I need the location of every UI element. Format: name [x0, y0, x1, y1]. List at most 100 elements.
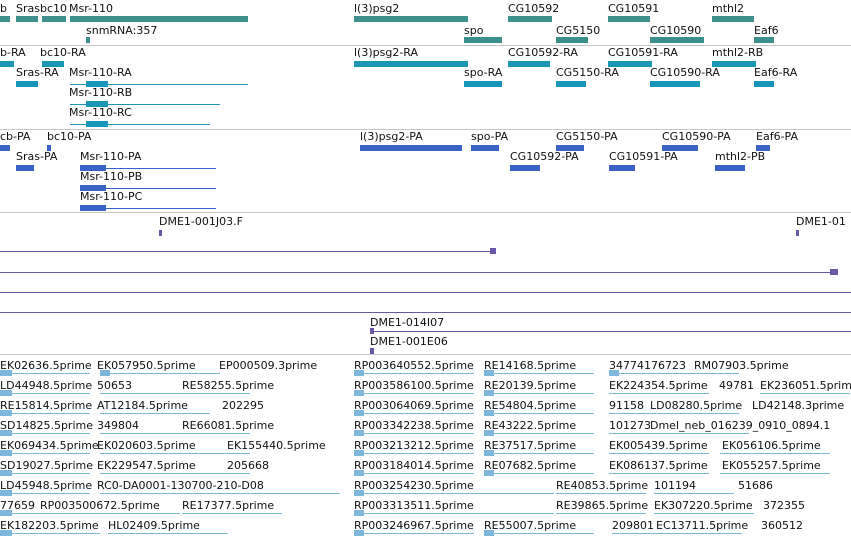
- transcript-feature-lpsg2-ra[interactable]: [354, 61, 468, 67]
- est-span-line[interactable]: [40, 513, 180, 514]
- est-label[interactable]: RE66081.5prime: [182, 419, 275, 432]
- est-label[interactable]: 91158: [609, 399, 644, 412]
- transcript-feature-bc10-ra[interactable]: [42, 61, 64, 67]
- est-span-line[interactable]: [484, 413, 594, 414]
- est-label[interactable]: RE17377.5prime: [182, 499, 275, 512]
- clone-end-marker[interactable]: [490, 248, 496, 254]
- est-span-line[interactable]: [100, 433, 250, 434]
- est-span-line[interactable]: [108, 533, 228, 534]
- est-span-line[interactable]: [354, 453, 474, 454]
- protein-intron-msr-110-pc[interactable]: [80, 208, 216, 209]
- est-label[interactable]: LD45948.5prime: [0, 479, 93, 492]
- est-exon[interactable]: [0, 530, 12, 536]
- clone-end-marker[interactable]: [370, 348, 374, 354]
- est-label[interactable]: 77659: [0, 499, 35, 512]
- est-exon[interactable]: [0, 370, 12, 376]
- transcript-label-msr-110-ra[interactable]: Msr-110-RA: [69, 66, 132, 79]
- est-exon[interactable]: [0, 490, 12, 496]
- transcript-feature-cg10591-ra[interactable]: [608, 61, 652, 67]
- est-label[interactable]: 360512: [761, 519, 803, 532]
- est-label[interactable]: RC0-DA0001-130700-210-D08: [97, 479, 264, 492]
- protein-label-msr-110-pb[interactable]: Msr-110-PB: [80, 170, 143, 183]
- est-label[interactable]: RP003254230.5prime: [354, 479, 474, 492]
- est-span-line[interactable]: [612, 533, 742, 534]
- transcript-label-cg10590-ra[interactable]: CG10590-RA: [650, 66, 720, 79]
- est-span-line[interactable]: [484, 453, 594, 454]
- protein-feature-bc10-pa[interactable]: [47, 145, 51, 151]
- est-label[interactable]: LD42148.3prime: [752, 399, 845, 412]
- est-span-line[interactable]: [609, 473, 709, 474]
- protein-feature-cg5150-pa[interactable]: [556, 145, 584, 151]
- gene-feature-msr-110[interactable]: [70, 16, 248, 22]
- est-exon[interactable]: [354, 450, 364, 456]
- est-label[interactable]: RE20139.5prime: [484, 379, 577, 392]
- est-label[interactable]: 34774176723: [609, 359, 686, 372]
- est-label[interactable]: 51686: [738, 479, 773, 492]
- est-label[interactable]: EK155440.5prime: [227, 439, 326, 452]
- est-label[interactable]: RE40853.5prime: [556, 479, 649, 492]
- gene-label-spo[interactable]: spo: [464, 24, 484, 37]
- clone-label-dme1-001e06[interactable]: DME1-001E06: [370, 335, 448, 348]
- transcript-intron-msr-110-ra[interactable]: [70, 84, 248, 85]
- transcript-feature-b-ra[interactable]: [0, 61, 14, 67]
- est-exon[interactable]: [609, 370, 619, 376]
- protein-label-msr-110-pc[interactable]: Msr-110-PC: [80, 190, 143, 203]
- est-span-line[interactable]: [0, 433, 90, 434]
- est-span-line[interactable]: [0, 413, 90, 414]
- protein-feature-cg10590-pa[interactable]: [662, 145, 698, 151]
- est-label[interactable]: EK055257.5prime: [722, 459, 821, 472]
- gene-feature-cg10592[interactable]: [508, 16, 552, 22]
- est-label[interactable]: EP000509.3prime: [219, 359, 318, 372]
- gene-label-cg10591[interactable]: CG10591: [608, 2, 660, 15]
- gene-label-eaf6[interactable]: Eaf6: [754, 24, 779, 37]
- est-span-line[interactable]: [484, 393, 594, 394]
- transcript-exon-msr-110-ra[interactable]: [86, 81, 108, 87]
- est-label[interactable]: RP003184014.5prime: [354, 459, 474, 472]
- est-span-line[interactable]: [182, 513, 282, 514]
- clone-span-line[interactable]: [0, 251, 496, 252]
- est-span-line[interactable]: [354, 393, 474, 394]
- est-span-line[interactable]: [354, 513, 554, 514]
- est-exon[interactable]: [100, 370, 110, 376]
- clone-span-line[interactable]: [0, 292, 851, 293]
- protein-feature-sras-pa[interactable]: [16, 165, 34, 171]
- est-label[interactable]: RP003064069.5prime: [354, 399, 474, 412]
- est-label[interactable]: 202295: [222, 399, 264, 412]
- transcript-label-mthl2-rb[interactable]: mthl2-RB: [712, 46, 764, 59]
- est-exon[interactable]: [354, 470, 364, 476]
- protein-label-mthl2-pb[interactable]: mthl2-PB: [715, 150, 766, 163]
- protein-label-spo-pa[interactable]: spo-PA: [471, 130, 509, 143]
- est-span-line[interactable]: [0, 453, 90, 454]
- est-label[interactable]: 101273: [609, 419, 651, 432]
- est-label[interactable]: Dmel_neb_016239_0910_0894.1: [650, 419, 831, 432]
- clone-label-dme1-014i07[interactable]: DME1-014I07: [370, 316, 445, 329]
- transcript-feature-cg10592-ra[interactable]: [508, 61, 550, 67]
- est-label[interactable]: RE43222.5prime: [484, 419, 577, 432]
- est-label[interactable]: RE58255.5prime: [182, 379, 275, 392]
- transcript-label-lpsg2-ra[interactable]: l(3)psg2-RA: [354, 46, 419, 59]
- est-span-line[interactable]: [354, 433, 474, 434]
- est-span-line[interactable]: [720, 473, 830, 474]
- est-exon[interactable]: [354, 390, 364, 396]
- est-exon[interactable]: [0, 410, 12, 416]
- gene-label-srasbc10[interactable]: Srasbc10: [16, 2, 68, 15]
- est-label[interactable]: EK182203.5prime: [0, 519, 99, 532]
- transcript-label-b-ra[interactable]: b-RA: [0, 46, 26, 59]
- transcript-intron-msr-110-rb[interactable]: [70, 104, 220, 105]
- est-label[interactable]: EC13711.5prime: [656, 519, 749, 532]
- transcript-label-msr-110-rc[interactable]: Msr-110-RC: [69, 106, 132, 119]
- est-exon[interactable]: [484, 530, 494, 536]
- gene-label-cg10592[interactable]: CG10592: [508, 2, 560, 15]
- est-label[interactable]: RP003342238.5prime: [354, 419, 474, 432]
- est-exon[interactable]: [354, 510, 364, 516]
- protein-feature-mthl2-pb[interactable]: [715, 165, 745, 171]
- est-label[interactable]: RE39865.5prime: [556, 499, 649, 512]
- est-label[interactable]: LD44948.5prime: [0, 379, 93, 392]
- est-exon[interactable]: [0, 430, 12, 436]
- est-span-line[interactable]: [0, 513, 40, 514]
- est-label[interactable]: EK086137.5prime: [609, 459, 708, 472]
- est-exon[interactable]: [484, 410, 494, 416]
- est-label[interactable]: EK005439.5prime: [609, 439, 708, 452]
- gene-feature-snmrna357[interactable]: [86, 37, 90, 43]
- est-label[interactable]: EK229547.5prime: [97, 459, 196, 472]
